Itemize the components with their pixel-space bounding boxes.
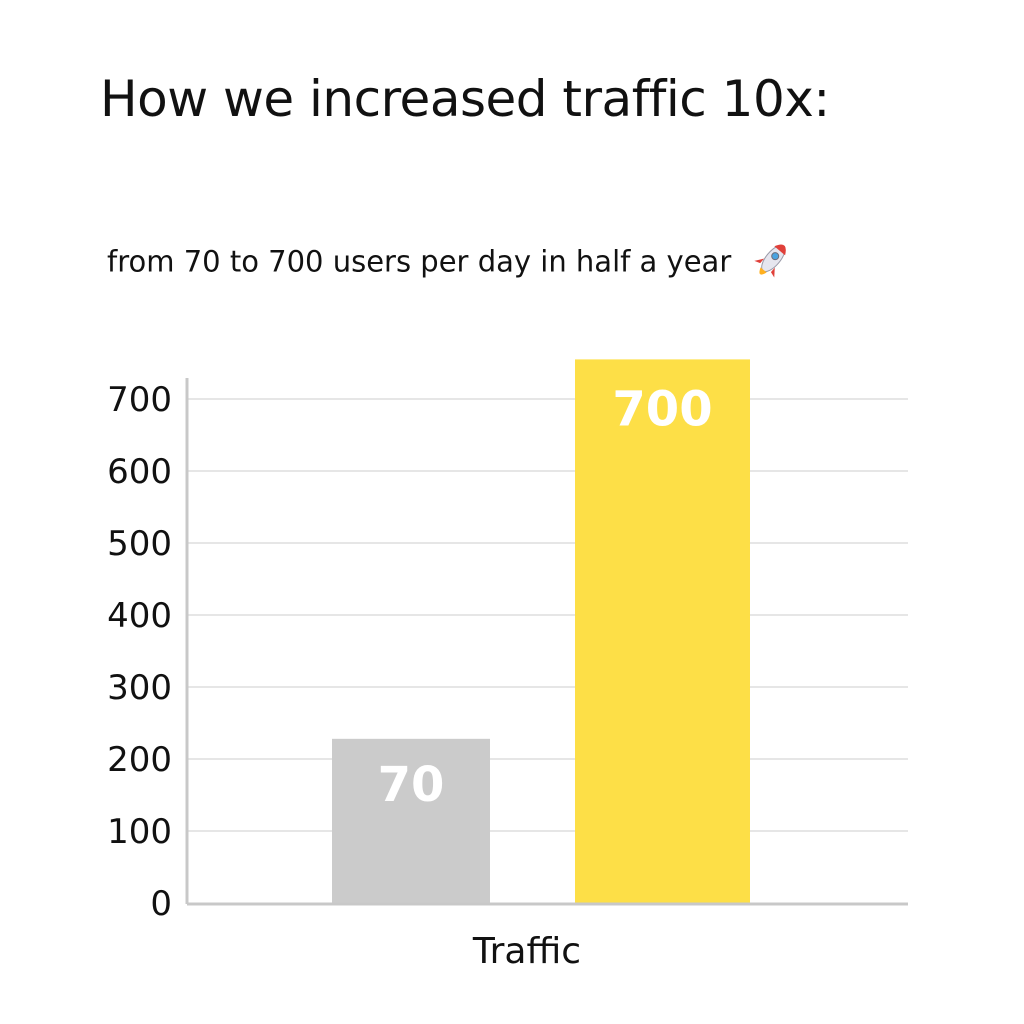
y-tick-label: 100 (107, 812, 172, 852)
bar (332, 738, 490, 903)
chart-subtitle: from 70 to 700 users per day in half a y… (107, 240, 794, 287)
subtitle-text: from 70 to 700 users per day in half a y… (107, 244, 732, 279)
y-tick-label: 600 (107, 452, 172, 492)
bar-value-label: 700 (612, 381, 712, 437)
chart-title: How we increased traffic 10x: (100, 70, 830, 128)
y-tick-label: 400 (107, 596, 172, 636)
y-tick-label: 500 (107, 524, 172, 564)
x-axis-label: Traffic (472, 931, 581, 972)
bar-value-label: 70 (378, 757, 445, 813)
bar (575, 359, 750, 903)
y-tick-label: 0 (150, 884, 172, 924)
rocket-icon (750, 240, 794, 287)
y-tick-label: 300 (107, 668, 172, 708)
y-tick-label: 700 (107, 380, 172, 420)
y-tick-label: 200 (107, 740, 172, 780)
